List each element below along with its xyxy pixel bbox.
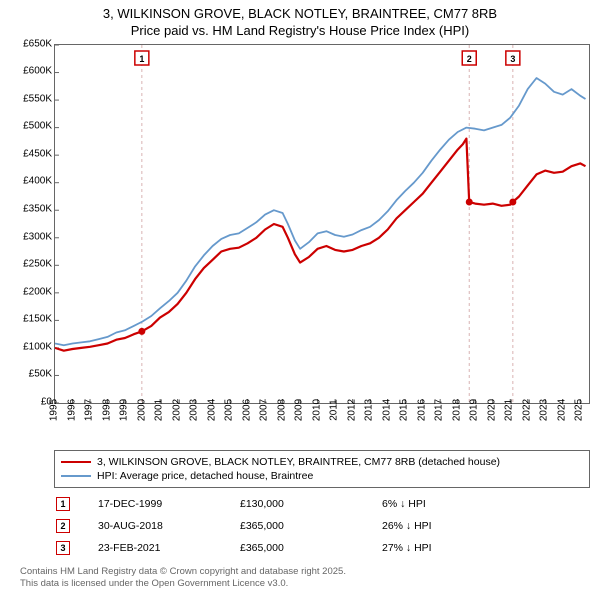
y-tick-label: £350K (23, 204, 52, 215)
sale-hpi-diff: 26% ↓ HPI (382, 516, 588, 536)
x-tick-label: 2019 (469, 399, 480, 421)
x-tick-label: 1996 (66, 399, 77, 421)
y-tick-label: £50K (29, 369, 52, 380)
plot-svg: 1 2 3 (55, 45, 589, 403)
y-tick-label: £300K (23, 231, 52, 242)
x-tick-label: 2005 (224, 399, 235, 421)
table-row: 1 17-DEC-1999£130,0006% ↓ HPI (56, 494, 588, 514)
y-tick-label: £500K (23, 121, 52, 132)
sale-price: £365,000 (240, 516, 380, 536)
sale-hpi-diff: 27% ↓ HPI (382, 538, 588, 558)
x-tick-label: 2004 (206, 399, 217, 421)
x-tick-label: 2025 (574, 399, 585, 421)
x-tick-label: 2021 (504, 399, 515, 421)
legend: 3, WILKINSON GROVE, BLACK NOTLEY, BRAINT… (54, 450, 590, 488)
x-tick-label: 1995 (49, 399, 60, 421)
sale-price: £130,000 (240, 494, 380, 514)
legend-label: HPI: Average price, detached house, Brai… (97, 470, 313, 482)
sale-marker-box: 3 (56, 541, 70, 555)
sale-hpi-diff: 6% ↓ HPI (382, 494, 588, 514)
chart-title: 3, WILKINSON GROVE, BLACK NOTLEY, BRAINT… (10, 6, 590, 40)
y-tick-label: £550K (23, 93, 52, 104)
x-tick-label: 2014 (381, 399, 392, 421)
x-tick-label: 1998 (101, 399, 112, 421)
legend-item: HPI: Average price, detached house, Brai… (61, 469, 583, 483)
y-axis: £0£50K£100K£150K£200K£250K£300K£350K£400… (10, 44, 54, 404)
sale-date: 17-DEC-1999 (98, 494, 238, 514)
x-tick-label: 2016 (416, 399, 427, 421)
y-tick-label: £150K (23, 314, 52, 325)
x-axis: 1995199619971998199920002001200220032004… (54, 404, 590, 444)
sale-price: £365,000 (240, 538, 380, 558)
sale-date: 30-AUG-2018 (98, 516, 238, 536)
y-tick-label: £650K (23, 38, 52, 49)
svg-text:1: 1 (139, 54, 144, 64)
x-tick-label: 2022 (521, 399, 532, 421)
x-tick-label: 2000 (136, 399, 147, 421)
x-tick-label: 2008 (276, 399, 287, 421)
x-tick-label: 2009 (294, 399, 305, 421)
x-tick-label: 1999 (119, 399, 130, 421)
x-tick-label: 2023 (539, 399, 550, 421)
y-tick-label: £200K (23, 286, 52, 297)
sale-marker-box: 2 (56, 519, 70, 533)
chart-area: £0£50K£100K£150K£200K£250K£300K£350K£400… (10, 44, 590, 444)
x-tick-label: 2011 (329, 399, 340, 421)
y-tick-label: £450K (23, 148, 52, 159)
x-tick-label: 2001 (154, 399, 165, 421)
x-tick-label: 2006 (241, 399, 252, 421)
svg-text:3: 3 (510, 54, 515, 64)
legend-swatch (61, 475, 91, 477)
plot-area: 1 2 3 (54, 44, 590, 404)
sale-date: 23-FEB-2021 (98, 538, 238, 558)
footer-attribution: Contains HM Land Registry data © Crown c… (20, 566, 590, 591)
x-tick-label: 2020 (486, 399, 497, 421)
table-row: 2 30-AUG-2018£365,00026% ↓ HPI (56, 516, 588, 536)
svg-text:2: 2 (467, 54, 472, 64)
x-tick-label: 1997 (84, 399, 95, 421)
x-tick-label: 2017 (434, 399, 445, 421)
sales-table: 1 17-DEC-1999£130,0006% ↓ HPI 2 30-AUG-2018… (54, 492, 590, 560)
x-tick-label: 2024 (556, 399, 567, 421)
table-row: 3 23-FEB-2021£365,00027% ↓ HPI (56, 538, 588, 558)
y-tick-label: £100K (23, 341, 52, 352)
x-tick-label: 2002 (171, 399, 182, 421)
x-tick-label: 2015 (399, 399, 410, 421)
legend-item: 3, WILKINSON GROVE, BLACK NOTLEY, BRAINT… (61, 455, 583, 469)
x-tick-label: 2013 (364, 399, 375, 421)
x-tick-label: 2012 (346, 399, 357, 421)
x-tick-label: 2003 (189, 399, 200, 421)
legend-swatch (61, 461, 91, 463)
x-tick-label: 2010 (311, 399, 322, 421)
y-tick-label: £400K (23, 176, 52, 187)
sale-marker-box: 1 (56, 497, 70, 511)
legend-label: 3, WILKINSON GROVE, BLACK NOTLEY, BRAINT… (97, 456, 500, 468)
y-tick-label: £250K (23, 259, 52, 270)
x-tick-label: 2018 (451, 399, 462, 421)
x-tick-label: 2007 (259, 399, 270, 421)
y-tick-label: £600K (23, 66, 52, 77)
